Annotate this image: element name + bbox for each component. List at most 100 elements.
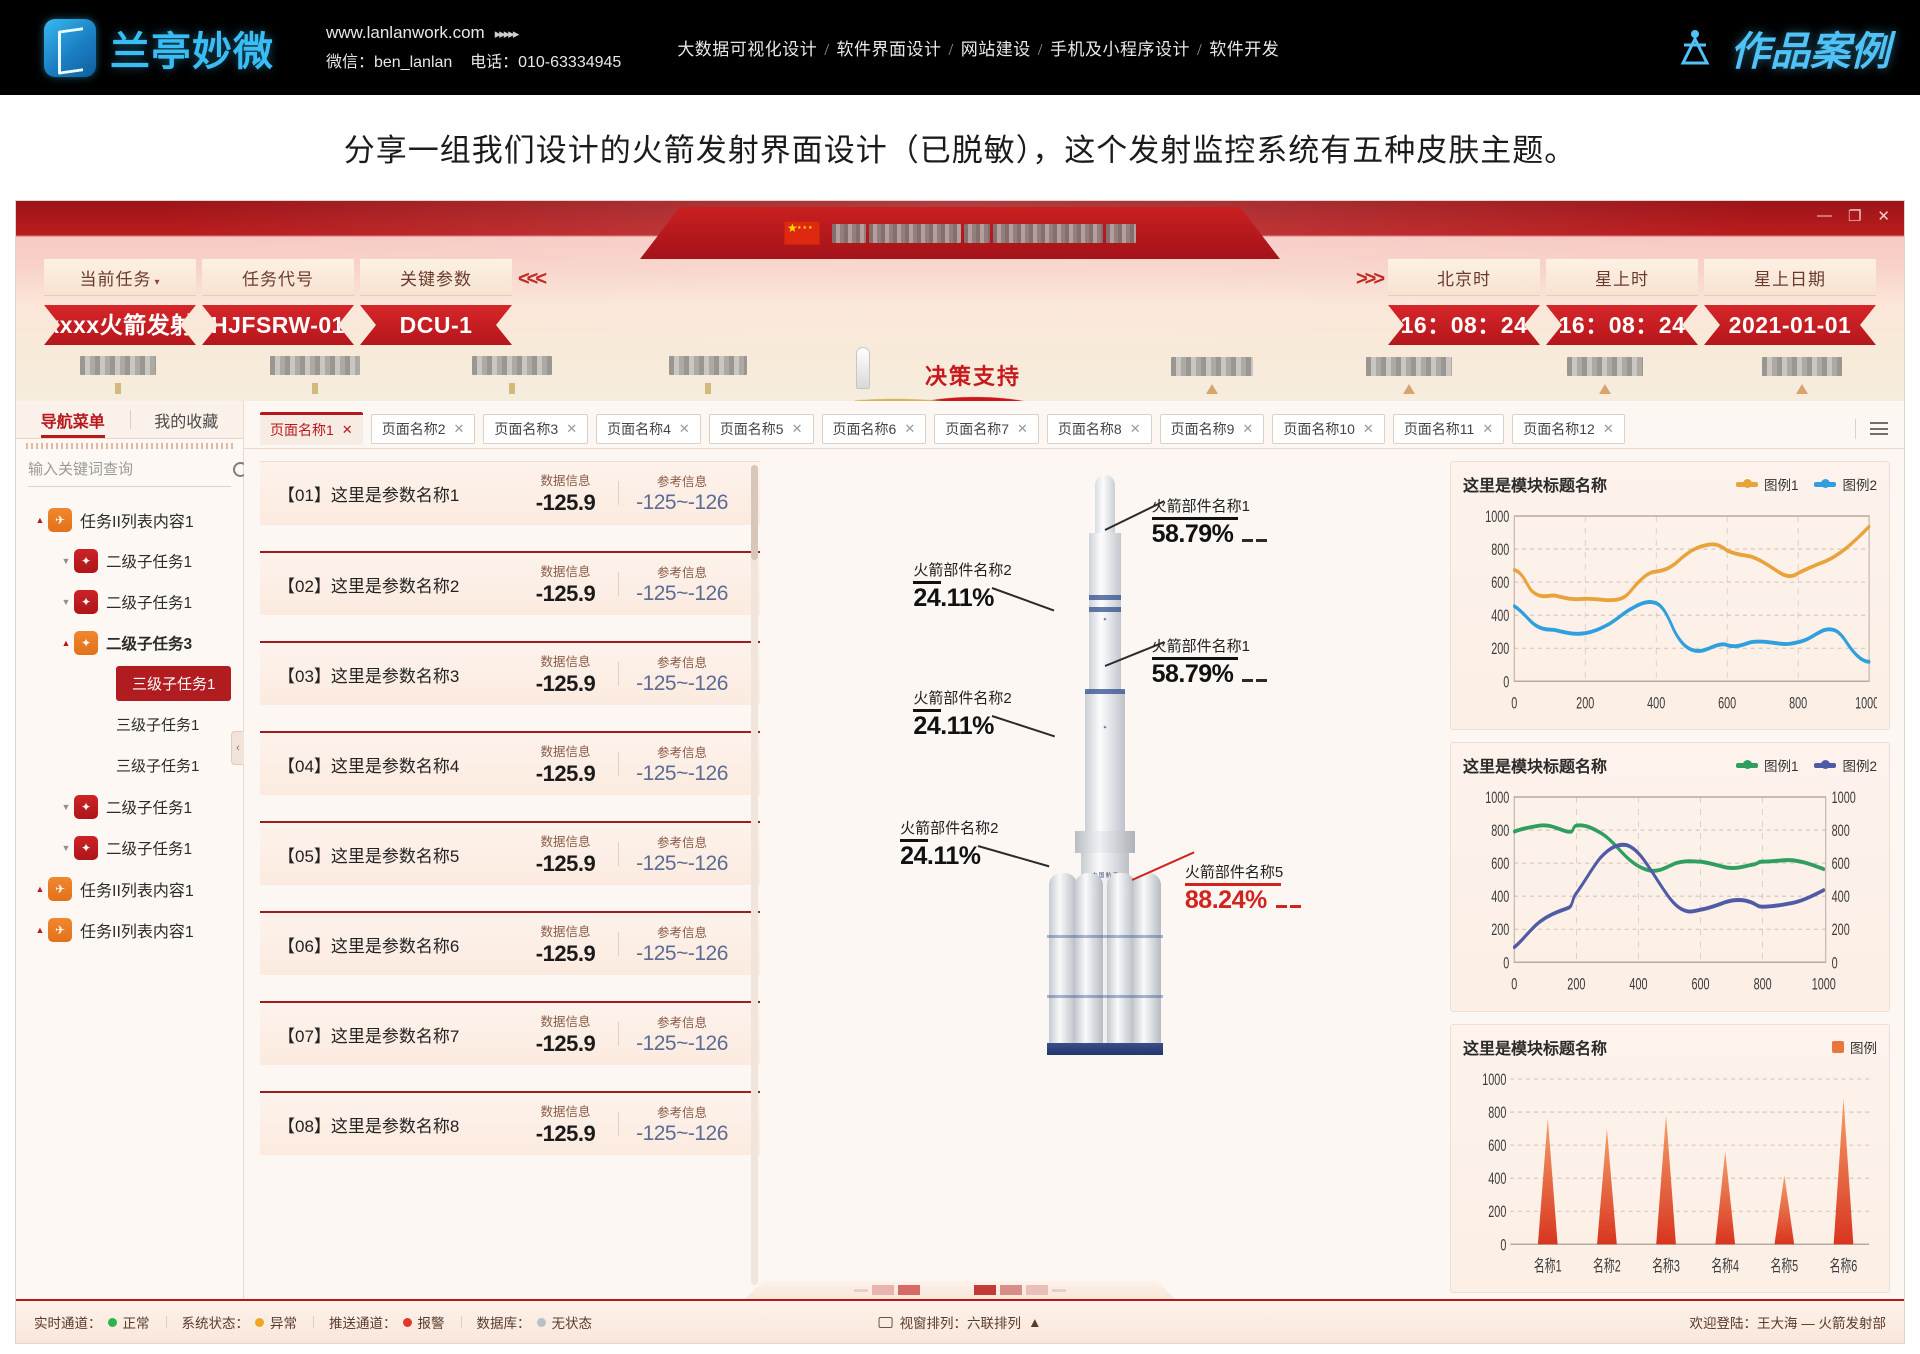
caret-down-icon[interactable]: ▼ [61, 555, 71, 566]
nav-item-redacted-1[interactable] [58, 356, 178, 394]
tree-node-task-list-3[interactable]: ▲ ✈ 任务II列表内容1 [16, 909, 243, 950]
page-tab-5[interactable]: 页面名称5 ✕ [708, 413, 814, 444]
param-row[interactable]: 【07】这里是参数名称7 数据信息 -125.9 参考信息 -125~-126 [260, 1001, 760, 1065]
tree-node-sub-4[interactable]: ▼ ✦ 二级子任务1 [16, 786, 243, 827]
close-icon[interactable]: ✕ [453, 420, 465, 436]
param-list-scrollbar[interactable] [751, 465, 758, 1285]
window-controls[interactable]: — ❐ ✕ [1817, 207, 1890, 225]
scrollbar-thumb[interactable] [751, 465, 758, 560]
tree-node-sub-3[interactable]: ▲ ✦ 二级子任务3 [16, 622, 243, 663]
close-icon[interactable]: ✕ [1242, 420, 1254, 436]
tree-node-leaf-1-active[interactable]: 三级子任务1 [16, 663, 243, 704]
legend-item[interactable]: 图例1 [1735, 755, 1798, 775]
chart-legend: 图例1 图例2 [1735, 755, 1877, 775]
redacted-label [1365, 356, 1452, 376]
param-ref-label: 参考信息 [656, 1016, 707, 1030]
chart-header: 这里是模块标题名称 图例1 图例2 [1463, 753, 1877, 777]
page-tab-7[interactable]: 页面名称7 ✕ [934, 413, 1039, 444]
next-chevrons-icon[interactable]: >>> [1355, 268, 1385, 290]
search-input[interactable] [28, 461, 227, 478]
nav-item-redacted-5[interactable] [1152, 356, 1272, 394]
nav-item-redacted-6[interactable] [1349, 356, 1469, 394]
tree-node-task-list-1[interactable]: ▲ ✈ 任务II列表内容1 [16, 499, 243, 540]
nav-item-redacted-4[interactable] [648, 356, 768, 394]
param-row[interactable]: 【02】这里是参数名称2 数据信息 -125.9 参考信息 -125~-126 [260, 551, 760, 615]
caret-down-icon[interactable]: ▼ [61, 801, 71, 812]
caret-up-icon[interactable]: ▲ [35, 883, 45, 894]
close-icon[interactable]: ✕ [904, 420, 916, 436]
param-name: 【04】这里是参数名称4 [278, 756, 460, 776]
sidebar-collapse-handle[interactable]: ‹ [231, 731, 244, 765]
close-icon[interactable]: ✕ [791, 420, 803, 436]
page-tab-1[interactable]: 页面名称1 ✕ [260, 412, 363, 445]
field-current-task[interactable]: 当前任务 ▾ xxxx火箭发射 [44, 259, 196, 345]
sidebar-search[interactable] [28, 453, 248, 487]
page-tab-9[interactable]: 页面名称9 ✕ [1159, 413, 1265, 444]
svg-text:名称2: 名称2 [1593, 1256, 1621, 1275]
caret-up-icon[interactable]: ▲ [35, 514, 45, 525]
legend-item[interactable]: 图例2 [1814, 474, 1877, 494]
tree-node-task-list-2[interactable]: ▲ ✈ 任务II列表内容1 [16, 868, 243, 909]
nav-item-redacted-2[interactable] [255, 356, 375, 394]
close-icon[interactable]: ✕ [1017, 420, 1028, 436]
tree-node-label: 二级子任务3 [106, 635, 193, 653]
tree-node-sub-2[interactable]: ▼ ✦ 二级子任务1 [16, 581, 243, 622]
sidebar: 导航菜单 我的收藏 ▲ ✈ 任务II列表内容1 ▼ ✦ 二级子任务1 [16, 401, 248, 1299]
param-row[interactable]: 【05】这里是参数名称5 数据信息 -125.9 参考信息 -125~-126 [260, 821, 760, 885]
nav-item-redacted-3[interactable] [452, 356, 572, 394]
tree-node-sub-5[interactable]: ▼ ✦ 二级子任务1 [16, 827, 243, 868]
service-4: 软件开发 [1209, 40, 1280, 59]
legend-item[interactable]: 图例 [1832, 1037, 1877, 1057]
hamburger-icon[interactable] [1870, 422, 1888, 435]
close-icon[interactable]: ✕ [566, 420, 578, 436]
close-icon[interactable]: ✕ [341, 422, 353, 437]
chevron-down-icon[interactable]: ▾ [154, 277, 161, 288]
arrows-icon: ▸▸▸▸▸ [494, 25, 520, 41]
page-tab-6[interactable]: 页面名称6 ✕ [821, 413, 927, 444]
close-icon[interactable]: ✕ [1482, 420, 1494, 436]
svg-text:1000: 1000 [1832, 788, 1856, 807]
minimize-icon[interactable]: — [1816, 207, 1832, 224]
sidebar-tab-nav-menu[interactable]: 导航菜单 [16, 401, 130, 438]
nav-item-redacted-8[interactable] [1742, 356, 1862, 394]
close-icon[interactable]: ✕ [1877, 208, 1890, 225]
field-task-code[interactable]: 任务代号 HJFSRW-01 [202, 259, 354, 345]
param-row[interactable]: 【06】这里是参数名称6 数据信息 -125.9 参考信息 -125~-126 [260, 911, 760, 975]
tree-node-leaf-3[interactable]: 三级子任务1 [16, 745, 243, 786]
caret-up-icon[interactable]: ▲ [1028, 1314, 1042, 1330]
page-tab-8[interactable]: 页面名称8 ✕ [1046, 413, 1152, 444]
nub-dash [854, 1289, 868, 1292]
bottom-tab-nub[interactable] [745, 1281, 1175, 1299]
param-row[interactable]: 【03】这里是参数名称3 数据信息 -125.9 参考信息 -125~-126 [260, 641, 760, 705]
page-tab-2[interactable]: 页面名称2 ✕ [370, 413, 476, 444]
caret-down-icon[interactable]: ▼ [61, 596, 71, 607]
maximize-icon[interactable]: ❐ [1847, 208, 1862, 225]
caret-down-icon[interactable]: ▼ [61, 842, 71, 853]
param-row[interactable]: 【08】这里是参数名称8 数据信息 -125.9 参考信息 -125~-126 [260, 1091, 760, 1155]
caret-up-icon[interactable]: ▲ [61, 637, 71, 648]
nav-item-decision-support[interactable]: 决策支持 [845, 347, 1075, 409]
rocket-marking: ✶ [1102, 725, 1108, 731]
legend-item[interactable]: 图例1 [1735, 474, 1798, 494]
caret-up-icon[interactable]: ▲ [35, 924, 45, 935]
sidebar-tab-favorites[interactable]: 我的收藏 [129, 401, 244, 438]
close-icon[interactable]: ✕ [1602, 420, 1614, 436]
prev-chevrons-icon[interactable]: <<< [518, 268, 547, 290]
param-row[interactable]: 【01】这里是参数名称1 数据信息 -125.9 参考信息 -125~-126 [260, 461, 760, 525]
window-layout-selector[interactable]: 视窗排列：六联排列 ▲ [878, 1312, 1042, 1332]
close-icon[interactable]: ✕ [678, 420, 690, 436]
page-tab-11[interactable]: 页面名称11 ✕ [1392, 413, 1505, 444]
page-tab-12[interactable]: 页面名称12 ✕ [1512, 413, 1625, 444]
field-key-params[interactable]: 关键参数 DCU-1 [360, 259, 512, 345]
legend-item[interactable]: 图例2 [1814, 755, 1877, 775]
param-row[interactable]: 【04】这里是参数名称4 数据信息 -125.9 参考信息 -125~-126 [260, 731, 760, 795]
close-icon[interactable]: ✕ [1129, 420, 1141, 436]
page-tab-3[interactable]: 页面名称3 ✕ [483, 413, 589, 444]
nav-item-redacted-7[interactable] [1545, 356, 1665, 394]
close-icon[interactable]: ✕ [1362, 420, 1374, 436]
tree-node-sub-1[interactable]: ▼ ✦ 二级子任务1 [16, 540, 243, 581]
page-tab-4[interactable]: 页面名称4 ✕ [596, 413, 701, 444]
tree-node-leaf-2[interactable]: 三级子任务1 [16, 704, 243, 745]
page-tab-10[interactable]: 页面名称10 ✕ [1272, 413, 1385, 444]
nub-block [1026, 1285, 1048, 1295]
